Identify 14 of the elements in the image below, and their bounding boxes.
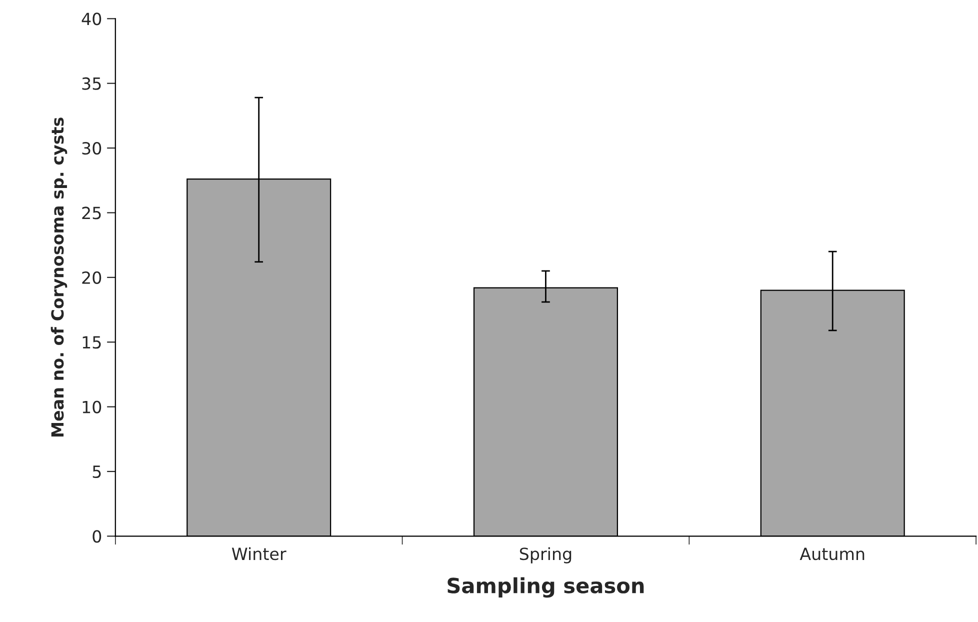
x-tick-label: Spring xyxy=(520,547,572,564)
y-tick-label: 30 xyxy=(82,142,102,155)
y-tick-label: 40 xyxy=(82,12,102,26)
x-tick-label: Autumn xyxy=(800,548,864,560)
y-tick-label: 15 xyxy=(82,336,101,349)
x-axis-title: Sampling season xyxy=(448,577,644,598)
x-tick-label: Winter xyxy=(232,547,286,560)
y-axis-title: Mean no. of Corynosoma sp. cysts xyxy=(50,118,68,436)
y-tick-label: 35 xyxy=(82,77,101,90)
y-tick-label: 20 xyxy=(82,271,102,284)
y-tick-label: 0 xyxy=(92,530,102,543)
y-tick-label: 10 xyxy=(82,400,102,414)
y-tick-label: 5 xyxy=(92,466,101,478)
y-tick-label: 25 xyxy=(82,206,101,220)
